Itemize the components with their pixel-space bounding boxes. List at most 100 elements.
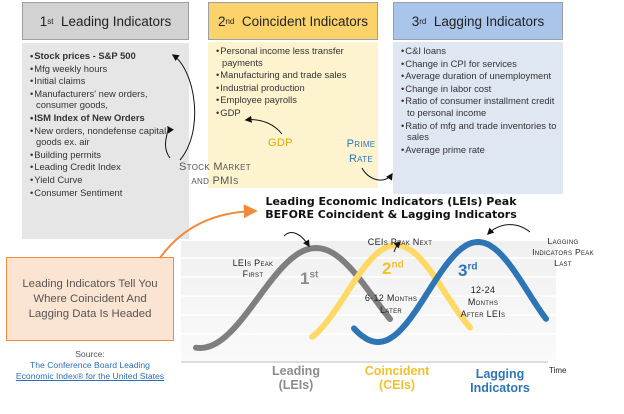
coincident-series-line2: (CEIs) — [378, 378, 416, 392]
coincident-item: Manufacturing and trade sales — [216, 69, 372, 81]
leis-peak-first-label: LEIs Peak First — [228, 258, 278, 280]
coincident-indicators-list: Personal income less transfer paymentsMa… — [216, 45, 372, 119]
lagging-peak-line2: Indicators Peak — [532, 247, 594, 257]
first-peak-number: 1st — [300, 269, 318, 289]
stock-market-label: Stock Market and PMIs — [170, 160, 260, 188]
coincident-item: Personal income less transfer payments — [216, 45, 372, 68]
third-peak-sup: rd — [467, 261, 478, 273]
leading-series-label: Leading (LEIs) — [256, 364, 336, 392]
prime-rate-label: Prime Rate — [336, 137, 386, 167]
third-peak-number: 3rd — [458, 261, 477, 281]
months-12-24-line3: After LEIs — [460, 309, 506, 319]
source-link-line1: The Conference Board Leading — [30, 360, 150, 370]
coincident-curve — [309, 241, 473, 340]
second-peak-num: 2 — [382, 259, 392, 278]
first-peak-num: 1 — [300, 269, 310, 288]
coincident-header-num: 2 — [217, 13, 226, 29]
lagging-item: Change in CPI for services — [401, 58, 557, 70]
second-peak-number: 2nd — [382, 259, 404, 279]
coincident-header-sup: nd — [225, 16, 235, 26]
lagging-peak-last-label: Lagging Indicators Peak Last — [528, 236, 598, 269]
months-6-12-line2: Later — [379, 305, 403, 315]
chart-title-line2: BEFORE Coincident & Lagging Indicators — [265, 208, 517, 221]
prime-rate-line2: Rate — [348, 153, 374, 165]
coincident-item: GDP — [216, 107, 372, 119]
coincident-indicators-body: Personal income less transfer paymentsMa… — [208, 42, 378, 188]
leading-series-line2: (LEIs) — [278, 378, 314, 392]
coincident-series-line1: Coincident — [364, 364, 430, 378]
lagging-peak-line1: Lagging — [547, 236, 579, 246]
gdp-arrow — [244, 115, 283, 135]
coincident-item: Industrial production — [216, 82, 372, 94]
leading-header-sup: st — [47, 16, 54, 26]
leading-item: Yield Curve — [30, 174, 183, 186]
chart-title: Leading Economic Indicators (LEIs) Peak … — [236, 195, 546, 221]
third-peak-num: 3 — [458, 261, 468, 280]
lagging-indicators-list: C&I loansChange in CPI for servicesAvera… — [401, 45, 557, 155]
leading-item: New orders, nondefense capital goods ex.… — [30, 125, 183, 148]
source-link[interactable]: The Conference Board Leading Economic In… — [6, 360, 174, 382]
leading-item: Consumer Sentiment — [30, 187, 183, 199]
coincident-item: Employee payrolls — [216, 94, 372, 106]
stock-market-line1: Stock Market — [179, 161, 251, 173]
callout-arrow — [159, 204, 258, 259]
lagging-item: Ratio of consumer installment credit to … — [401, 95, 557, 118]
months-6-12-label: 6-12 Months Later — [356, 292, 426, 316]
time-axis-label: Time — [549, 366, 567, 375]
leading-item: Stock prices - S&P 500 — [30, 50, 183, 62]
first-peak-sup: st — [309, 269, 319, 281]
lagging-item: Average prime rate — [401, 144, 557, 156]
coincident-header-title: Coincident Indicators — [241, 13, 368, 29]
leading-item: Leading Credit Index — [30, 161, 183, 173]
ceis-peak-next-label: CEIs Peak Next — [367, 237, 433, 247]
lagging-series-line2: Indicators — [470, 381, 530, 395]
prime-rate-line1: Prime — [346, 138, 376, 150]
source-link-line2: Economic Index® for the United States — [15, 371, 165, 381]
coincident-series-label: Coincident (CEIs) — [352, 364, 442, 392]
leading-header-title: Leading Indicators — [60, 13, 172, 29]
lagging-item: Average duration of unemployment — [401, 70, 557, 82]
lagging-header-sup: rd — [419, 16, 427, 26]
lagging-series-line1: Lagging — [475, 367, 525, 381]
months-12-24-label: 12-24 Months After LEIs — [452, 284, 514, 320]
leading-item: Mfg weekly hours — [30, 63, 183, 75]
chart-title-line1: Leading Economic Indicators (LEIs) Peak — [265, 195, 517, 208]
stock-market-arrow — [171, 54, 196, 161]
callout-text: Leading Indicators Tell You Where Coinci… — [22, 277, 158, 320]
months-12-24-line2: Months — [467, 297, 499, 307]
leis-peak-arrow — [283, 232, 310, 248]
lagging-header-title: Lagging Indicators — [433, 13, 545, 29]
lagging-header-num: 3 — [411, 13, 420, 29]
leis-peak-first-line2: First — [242, 269, 264, 279]
gdp-label: GDP — [268, 137, 293, 149]
leading-series-line1: Leading — [272, 364, 320, 378]
leading-item: ISM Index of New Orders — [30, 112, 183, 124]
leading-indicators-body: Stock prices - S&P 500Mfg weekly hoursIn… — [22, 43, 189, 239]
leading-item: Manufacturers' new orders, consumer good… — [30, 88, 183, 111]
leis-peak-first-line1: LEIs Peak — [232, 258, 274, 268]
lagging-indicators-body: C&I loansChange in CPI for servicesAvera… — [393, 42, 563, 194]
lagging-peak-arrow — [487, 224, 531, 235]
lagging-item: Ratio of mfg and trade inventories to sa… — [401, 120, 557, 143]
prime-rate-arrow — [361, 167, 393, 181]
lagging-series-label: Lagging Indicators — [455, 367, 545, 395]
stock-market-line2: and PMIs — [191, 175, 239, 187]
months-6-12-line1: 6-12 Months — [364, 293, 418, 303]
lagging-item: Change in labor cost — [401, 83, 557, 95]
leading-header-num: 1 — [39, 13, 48, 29]
second-peak-sup: nd — [391, 259, 404, 271]
lagging-item: C&I loans — [401, 45, 557, 57]
leading-indicators-list: Stock prices - S&P 500Mfg weekly hoursIn… — [30, 50, 183, 198]
ceis-peak-arrow — [393, 241, 401, 253]
source-label: Source: — [75, 349, 105, 359]
pmi-arrow — [165, 125, 175, 159]
lagging-curve — [351, 238, 549, 346]
leading-item: Building permits — [30, 149, 183, 161]
callout-box: Leading Indicators Tell You Where Coinci… — [6, 257, 174, 341]
leading-item: Initial claims — [30, 75, 183, 87]
months-12-24-line1: 12-24 — [470, 285, 496, 295]
